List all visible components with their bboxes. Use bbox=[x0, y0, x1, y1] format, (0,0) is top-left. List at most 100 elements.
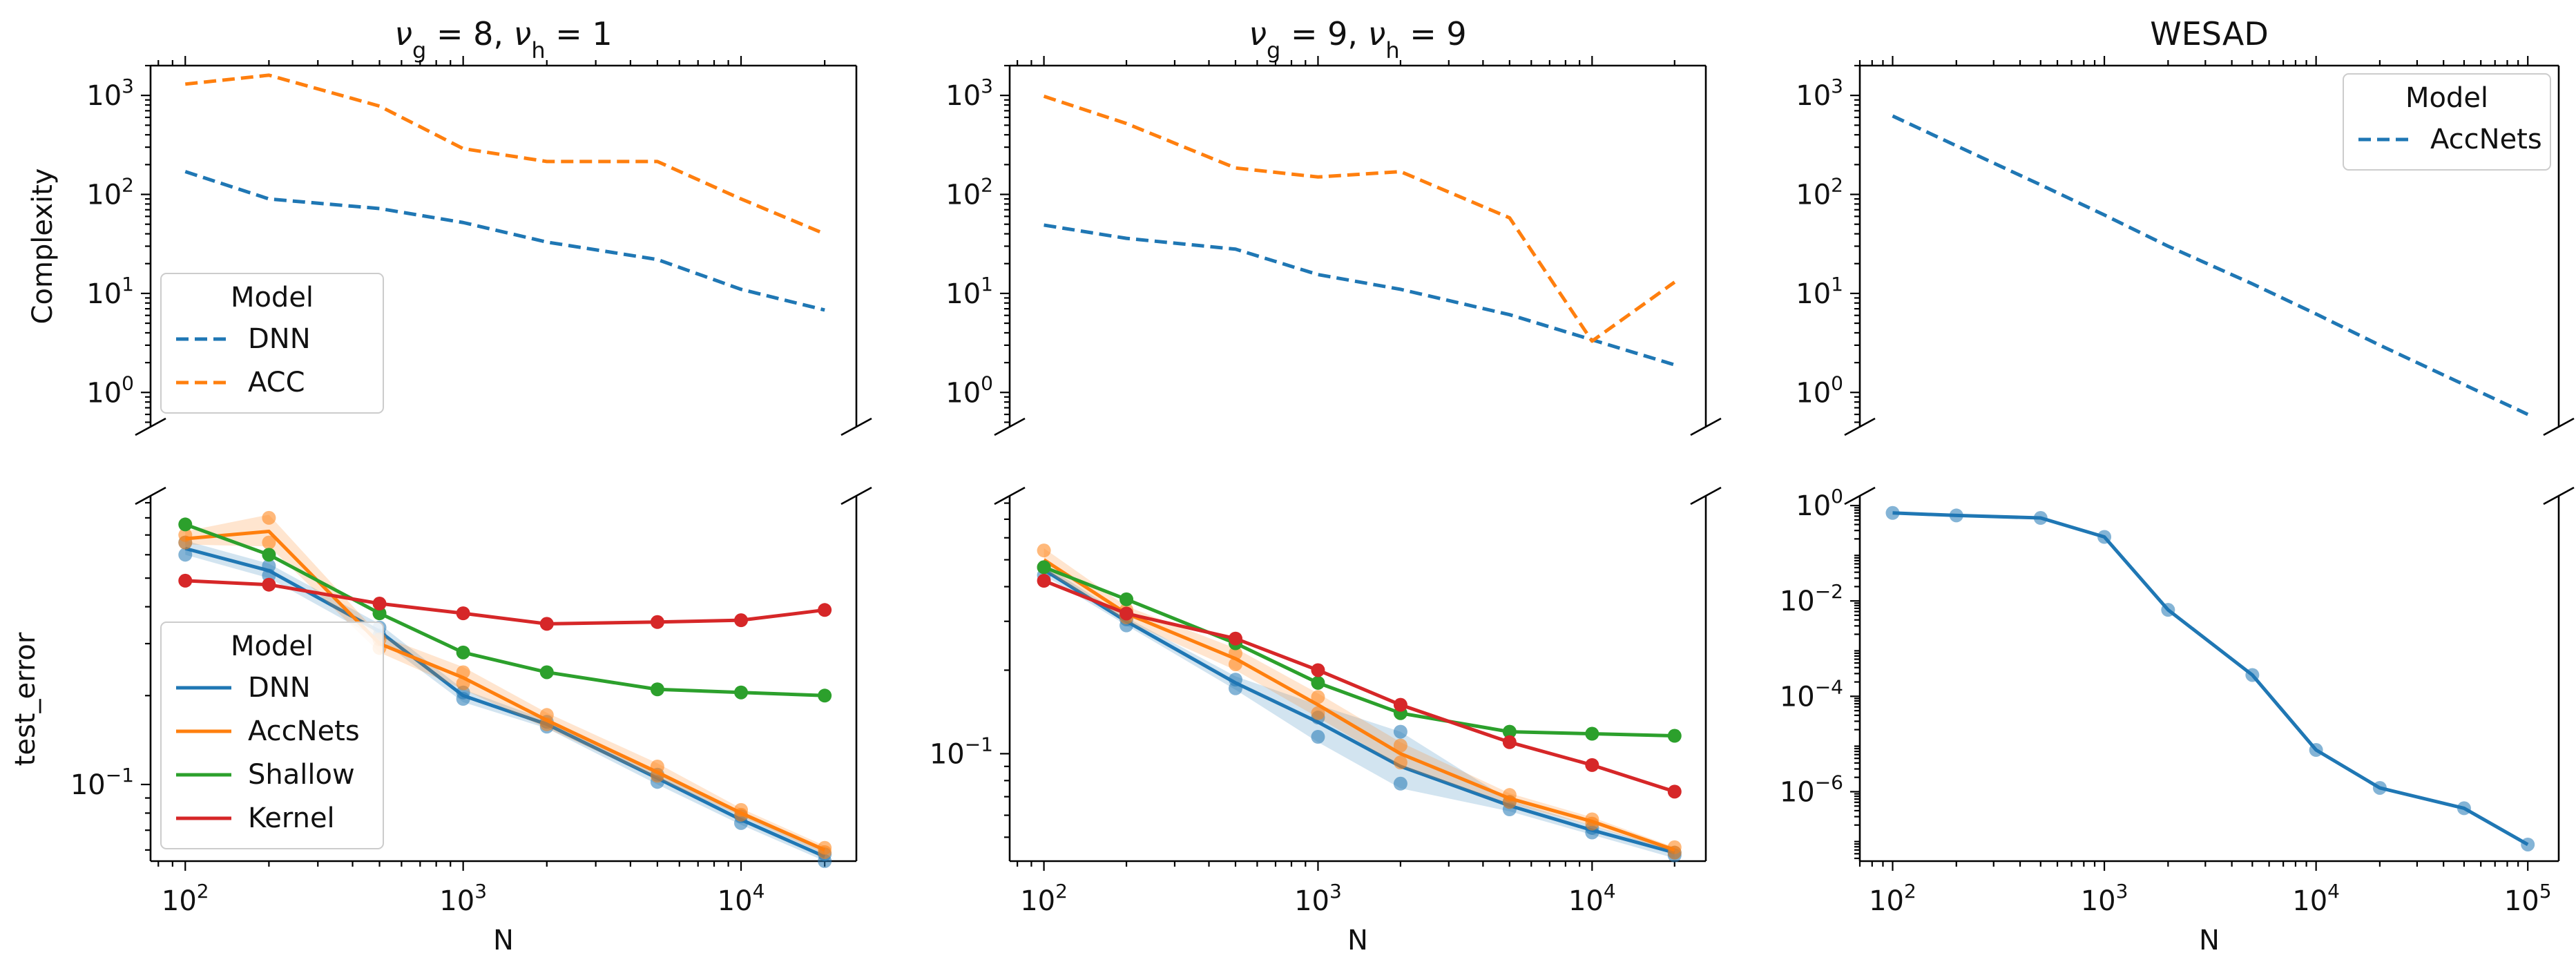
legend: Model AccNets bbox=[2343, 73, 2551, 171]
data-point bbox=[734, 802, 749, 817]
axes-top: 100 101 102 103 bbox=[945, 56, 1722, 436]
y-tick-label: 10−2 bbox=[1780, 580, 1843, 617]
series-accnets bbox=[1037, 543, 1682, 860]
data-point bbox=[372, 606, 387, 621]
axis-break-mark bbox=[1690, 417, 1722, 436]
y-tick-label: 103 bbox=[945, 75, 993, 112]
y-tick-label: 100 bbox=[1796, 485, 1843, 522]
series-accnets bbox=[1892, 114, 2529, 416]
data-point bbox=[539, 708, 554, 722]
legend-box bbox=[2343, 73, 2551, 171]
data-point bbox=[1228, 657, 1242, 671]
data-point bbox=[1311, 706, 1325, 720]
data-point bbox=[1228, 673, 1242, 687]
series-line bbox=[1044, 223, 1675, 367]
axis-break-mark bbox=[135, 417, 166, 436]
y-tick-label: 102 bbox=[945, 174, 993, 211]
data-point bbox=[1393, 697, 1407, 712]
series-line bbox=[1043, 558, 1675, 852]
series-kernel bbox=[1037, 574, 1682, 799]
data-point bbox=[1311, 730, 1325, 744]
data-point bbox=[456, 676, 470, 691]
data-point bbox=[1311, 675, 1325, 690]
data-point bbox=[1228, 631, 1242, 646]
series-line bbox=[184, 546, 826, 858]
data-point bbox=[1885, 505, 1900, 520]
data-point bbox=[650, 615, 664, 629]
data-point bbox=[1228, 646, 1242, 661]
data-point bbox=[1949, 508, 1963, 523]
data-point bbox=[262, 577, 276, 592]
data-point bbox=[1585, 726, 1599, 741]
data-point bbox=[1502, 788, 1517, 802]
y-tick-label: 102 bbox=[86, 174, 134, 211]
y-axis-label: Complexity bbox=[27, 168, 59, 325]
data-point bbox=[372, 597, 387, 611]
series-shallow bbox=[178, 517, 832, 703]
x-tick-label: 104 bbox=[2292, 880, 2340, 917]
y-tick-label: 10−1 bbox=[930, 733, 993, 770]
data-point bbox=[2521, 837, 2535, 851]
axes-bottom: 102 103 104 105 10−6 10−4 10−2 100 bbox=[1780, 485, 2575, 917]
y-tick-label: 103 bbox=[1796, 75, 1843, 112]
x-tick-label: 102 bbox=[1020, 880, 1068, 917]
data-point bbox=[178, 573, 193, 588]
data-point bbox=[178, 528, 193, 542]
data-point bbox=[1311, 663, 1325, 677]
axis-break-mark bbox=[840, 486, 872, 505]
legend-label: ACC bbox=[248, 367, 305, 398]
data-point bbox=[1502, 724, 1517, 739]
series-line bbox=[184, 523, 825, 697]
y-tick-label: 102 bbox=[1796, 174, 1843, 211]
panel-p1: νg = 8, νh = 1 100 101 102 103 Complexity Mode… bbox=[10, 15, 872, 956]
data-point bbox=[818, 688, 832, 703]
series-line bbox=[185, 73, 826, 235]
panel-title: νg = 8, νh = 1 bbox=[394, 15, 612, 64]
legend: Model DNN ACC bbox=[160, 273, 384, 414]
series-line bbox=[185, 529, 826, 852]
y-tick-label: 100 bbox=[1796, 372, 1843, 409]
data-point bbox=[2457, 801, 2471, 816]
y-tick-label: 10−6 bbox=[1780, 771, 1843, 808]
series-shallow bbox=[1037, 560, 1682, 743]
axes-top: 100 101 102 103 Complexity Model DNN ACC bbox=[27, 56, 872, 436]
data-point bbox=[1667, 784, 1682, 799]
data-point bbox=[2245, 668, 2260, 682]
data-point bbox=[2161, 603, 2175, 617]
x-tick-label: 103 bbox=[1294, 880, 1342, 917]
data-point bbox=[650, 760, 664, 774]
axis-break-mark bbox=[1690, 486, 1722, 505]
x-tick-label: 103 bbox=[439, 880, 487, 917]
legend-label: DNN bbox=[248, 323, 311, 355]
legend-title: Model bbox=[231, 630, 314, 662]
data-point bbox=[1585, 758, 1599, 772]
x-tick-label: 105 bbox=[2504, 880, 2552, 917]
x-tick-label: 103 bbox=[2081, 880, 2128, 917]
data-point bbox=[1667, 840, 1682, 854]
data-point bbox=[1037, 560, 1051, 575]
data-point bbox=[262, 510, 276, 525]
x-axis-label: N bbox=[493, 925, 514, 956]
data-point bbox=[734, 685, 749, 700]
series-accnets bbox=[1885, 505, 2535, 851]
axis-break-mark bbox=[1844, 417, 1876, 436]
x-axis-label: N bbox=[2199, 925, 2220, 956]
series-line bbox=[1043, 95, 1676, 343]
confidence-band bbox=[185, 514, 825, 855]
axes-top: 100 101 102 103 Model AccNets bbox=[1796, 56, 2575, 436]
series-line bbox=[1043, 568, 1675, 855]
series-dnn bbox=[1044, 223, 1675, 367]
x-axis-label: N bbox=[1347, 925, 1368, 956]
y-tick-label: 100 bbox=[945, 372, 993, 409]
x-tick-label: 104 bbox=[1568, 880, 1616, 917]
axis-break-mark bbox=[2543, 417, 2575, 436]
legend-label: DNN bbox=[248, 672, 311, 704]
axes-bottom: 102 103 104 10−1 test_error Model DNN AccNets Sh… bbox=[10, 486, 872, 917]
legend-label: AccNets bbox=[248, 715, 360, 747]
data-point bbox=[818, 603, 832, 617]
x-tick-label: 102 bbox=[162, 880, 209, 917]
axis-break-mark bbox=[840, 417, 872, 436]
data-point bbox=[1502, 735, 1517, 749]
data-point bbox=[1585, 812, 1599, 827]
